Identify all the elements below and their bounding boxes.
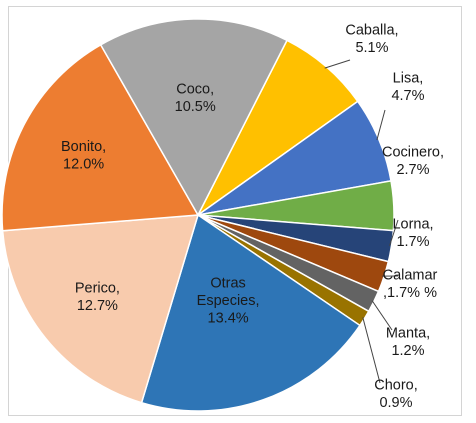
slice-label-coco: Coco, 10.5% [175, 82, 216, 116]
leader-line-caballa [324, 59, 351, 69]
slice-label-manta: Manta, 1.2% [386, 325, 430, 359]
slice-label-choro: Choro, 0.9% [374, 377, 418, 411]
pie-slice-bonito [1, 43, 200, 232]
slice-label-lorna: Lorna, 1.7% [392, 216, 433, 250]
pie-slice-perico [1, 214, 200, 404]
slice-label-bonito: Bonito, 12.0% [61, 139, 106, 173]
slice-label-cocinero: Cocinero, 2.7% [382, 144, 444, 178]
slice-label-calamar: Calamar ,1.7% % [383, 267, 438, 301]
slice-label-lisa: Lisa, 4.7% [391, 70, 424, 104]
slice-label-otras-especies: Otras Especies, 13.4% [197, 276, 260, 327]
leader-line-manta [371, 300, 393, 331]
leader-line-choro [362, 317, 381, 384]
slice-label-caballa: Caballa, 5.1% [345, 22, 398, 56]
pie-slice-coco [99, 18, 288, 217]
slice-label-perico: Perico, 12.7% [75, 281, 120, 315]
leader-line-lisa [376, 109, 386, 141]
pie-slice-otras-especies [140, 213, 361, 412]
pie-slice-caballa [197, 39, 359, 216]
leader-line-lorna [389, 219, 399, 247]
